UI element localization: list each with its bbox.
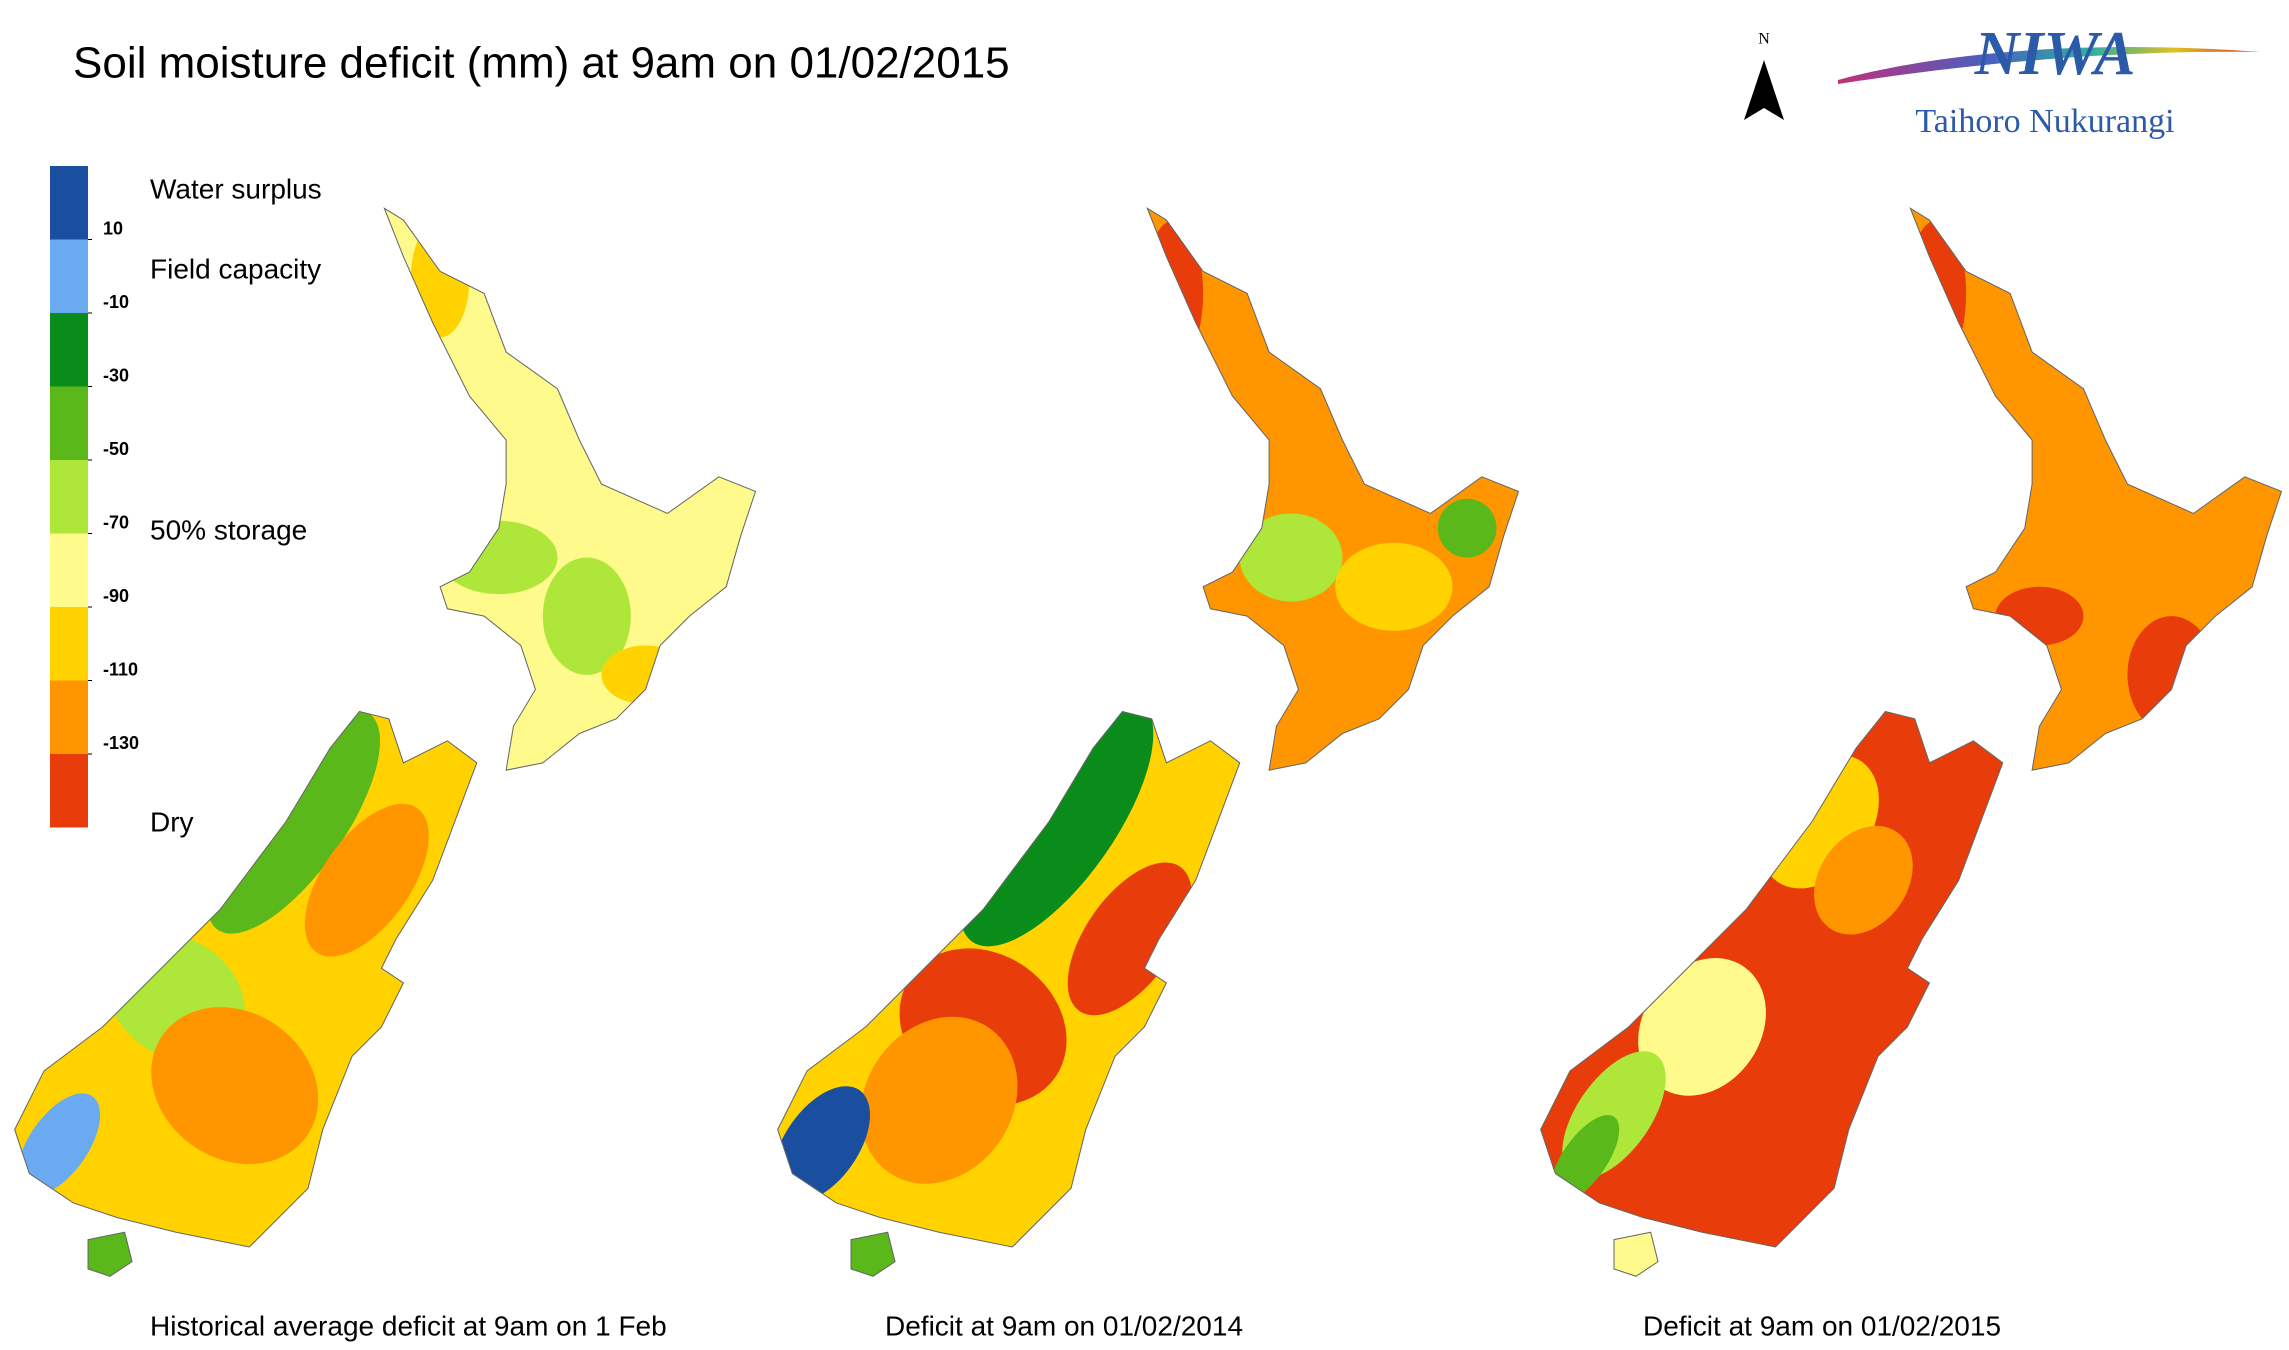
legend-swatch [50,386,88,460]
legend-swatch [50,680,88,754]
zone [777,1086,871,1203]
legend-tick-label: -90 [103,586,129,606]
legend-tick-label: -50 [103,439,129,459]
zone [2127,616,2216,734]
legend-tick-label: -30 [103,365,129,385]
zone [1067,862,1192,1016]
legend-swatch [50,166,88,240]
legend-label: Water surplus [150,173,322,204]
maps: Historical average deficit at 9am on 1 F… [13,207,2283,1341]
logo-subtitle: Taihoro Nukurangi [1915,103,2174,140]
zone [860,1016,1018,1184]
legend-tick-label: 10 [103,218,123,238]
map [1539,207,2283,1278]
stewart-island [850,1231,896,1278]
map-caption: Deficit at 9am on 01/02/2014 [885,1310,1243,1341]
title: Soil moisture deficit (mm) at 9am on 01/… [73,39,1010,88]
zone [440,520,558,595]
zone [151,1007,319,1165]
map-caption: Historical average deficit at 9am on 1 F… [150,1310,667,1341]
legend-swatch [50,313,88,387]
legend-tick-label: -130 [103,733,139,753]
legend-swatch [50,754,88,828]
legend-swatch [50,533,88,607]
logo-name: NIWA [1974,20,2136,88]
zone [1550,1115,1620,1203]
zone [1147,220,1204,367]
legend-tick-label: -110 [103,659,138,679]
zone [304,803,429,957]
zone [1910,220,1967,367]
zone [1814,825,1913,935]
south-island-zones [777,711,1192,1203]
legend: 10 -10 -30 -50 -70 -90 -110 -130 Water surplus Fi… [50,166,322,837]
zone [1239,513,1343,602]
legend-tick-label: -10 [103,292,129,312]
legend-swatch [50,607,88,681]
zone [206,711,381,934]
legend-tick-label: -70 [103,512,129,532]
zone [959,711,1154,947]
zone [1638,958,1766,1096]
legend-label: Field capacity [150,253,321,284]
legend-label: Dry [150,806,194,837]
stewart-island [1613,1231,1659,1278]
legend-label: 50% storage [150,514,307,545]
north-arrow: N [1744,31,1784,120]
zone [410,220,470,338]
zone [542,557,631,675]
legend-swatch [50,239,88,313]
north-label: N [1758,31,1770,48]
zone [1335,542,1453,631]
zone [601,645,690,705]
zone [17,1093,101,1196]
map [776,207,1520,1278]
map-caption: Deficit at 9am on 01/02/2015 [1643,1310,2001,1341]
stewart-island [87,1231,133,1278]
logo: NIWA Taihoro Nukurangi [1838,20,2260,140]
legend-swatch [50,460,88,534]
zone [1437,498,1497,558]
